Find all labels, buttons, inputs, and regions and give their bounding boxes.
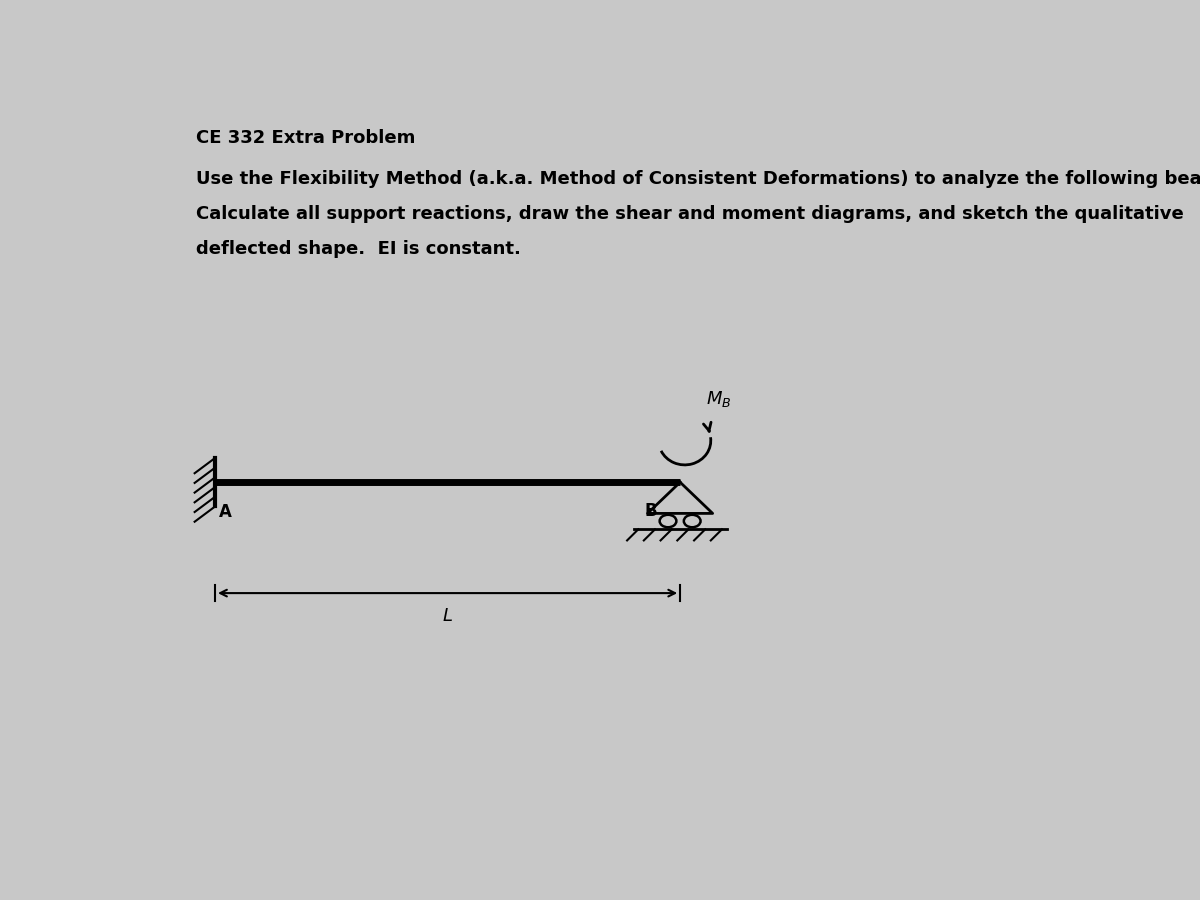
- Text: CE 332 Extra Problem: CE 332 Extra Problem: [197, 129, 416, 147]
- Text: A: A: [218, 503, 232, 521]
- Text: deflected shape.  EI is constant.: deflected shape. EI is constant.: [197, 239, 521, 257]
- Text: B: B: [644, 501, 658, 519]
- Text: Use the Flexibility Method (a.k.a. Method of Consistent Deformations) to analyze: Use the Flexibility Method (a.k.a. Metho…: [197, 170, 1200, 188]
- Text: Calculate all support reactions, draw the shear and moment diagrams, and sketch : Calculate all support reactions, draw th…: [197, 205, 1184, 223]
- Text: $M_B$: $M_B$: [706, 390, 732, 410]
- Text: L: L: [443, 607, 452, 625]
